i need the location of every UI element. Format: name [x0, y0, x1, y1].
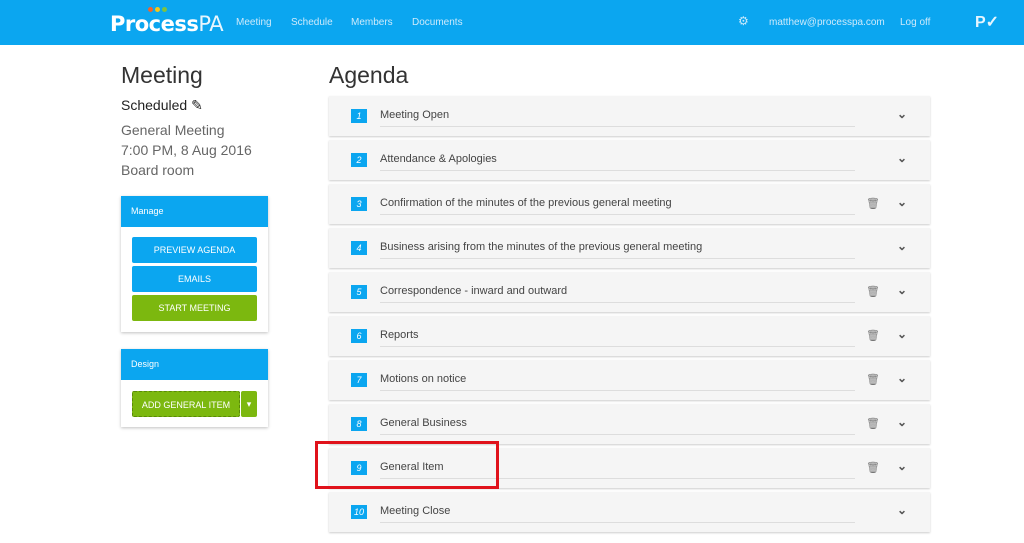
chevron-down-icon[interactable]: ⌄ — [897, 239, 908, 253]
chevron-down-icon[interactable]: ⌄ — [897, 327, 908, 341]
agenda-item[interactable]: 5 Correspondence - inward and outward 🗑 … — [329, 272, 930, 312]
item-label[interactable]: Motions on notice — [380, 373, 855, 391]
agenda-item[interactable]: 9 General Item 🗑 ⌄ — [329, 448, 930, 488]
design-title: Design — [121, 349, 268, 380]
trash-icon[interactable]: 🗑 — [866, 330, 880, 342]
meeting-info: Meeting Scheduled ✎ General Meeting 7:00… — [121, 62, 269, 180]
chevron-down-icon[interactable]: ⌄ — [897, 503, 908, 517]
item-label[interactable]: Confirmation of the minutes of the previ… — [380, 197, 855, 215]
chevron-down-icon[interactable]: ⌄ — [897, 151, 908, 165]
agenda-title: Agenda — [329, 62, 409, 88]
top-nav-bar: ProcessPA Meeting Schedule Members Docum… — [0, 0, 1024, 45]
logoff-link[interactable]: Log off — [900, 17, 931, 28]
item-number: 1 — [351, 109, 367, 123]
add-item-dropdown-caret-icon[interactable]: ▾ — [241, 391, 257, 417]
item-number: 5 — [351, 285, 367, 299]
logo-suffix: PA — [198, 12, 224, 36]
item-number: 4 — [351, 241, 367, 255]
agenda-item[interactable]: 3 Confirmation of the minutes of the pre… — [329, 184, 930, 224]
agenda-item[interactable]: 6 Reports 🗑 ⌄ — [329, 316, 930, 356]
nav-members[interactable]: Members — [351, 17, 393, 28]
item-number: 2 — [351, 153, 367, 167]
trash-icon[interactable]: 🗑 — [866, 418, 880, 430]
item-number: 9 — [351, 461, 367, 475]
chevron-down-icon[interactable]: ⌄ — [897, 459, 908, 473]
logo-dots — [148, 7, 167, 12]
meeting-type: General Meeting — [121, 122, 225, 138]
item-label[interactable]: Correspondence - inward and outward — [380, 285, 855, 303]
nav-meeting[interactable]: Meeting — [236, 17, 272, 28]
trash-icon[interactable]: 🗑 — [866, 374, 880, 386]
preview-agenda-button[interactable]: PREVIEW AGENDA — [132, 237, 257, 263]
edit-pencil-icon[interactable]: ✎ — [191, 97, 203, 113]
item-number: 7 — [351, 373, 367, 387]
page-title: Meeting — [121, 62, 203, 88]
item-number: 8 — [351, 417, 367, 431]
chevron-down-icon[interactable]: ⌄ — [897, 371, 908, 385]
chevron-down-icon[interactable]: ⌄ — [897, 195, 908, 209]
save-check-icon[interactable]: P✓ — [975, 14, 1000, 31]
item-label[interactable]: Reports — [380, 329, 855, 347]
item-label[interactable]: Meeting Close — [380, 505, 855, 523]
meeting-datetime: 7:00 PM, 8 Aug 2016 — [121, 142, 252, 158]
item-number: 3 — [351, 197, 367, 211]
chevron-down-icon[interactable]: ⌄ — [897, 107, 908, 121]
agenda-item[interactable]: 1 Meeting Open ⌄ — [329, 96, 930, 136]
item-number: 10 — [351, 505, 367, 519]
highlight-box — [315, 441, 499, 489]
user-email[interactable]: matthew@processpa.com — [769, 17, 885, 28]
agenda-item[interactable]: 8 General Business 🗑 ⌄ — [329, 404, 930, 444]
agenda-item[interactable]: 10 Meeting Close ⌄ — [329, 492, 930, 532]
start-meeting-button[interactable]: START MEETING — [132, 295, 257, 321]
trash-icon[interactable]: 🗑 — [866, 286, 880, 298]
meeting-status: Scheduled — [121, 97, 188, 113]
meeting-location: Board room — [121, 162, 195, 178]
manage-panel: Manage PREVIEW AGENDA EMAILS START MEETI… — [121, 196, 268, 332]
status-row: Scheduled ✎ — [121, 97, 269, 114]
agenda-item[interactable]: 7 Motions on notice 🗑 ⌄ — [329, 360, 930, 400]
item-label[interactable]: General Business — [380, 417, 855, 435]
agenda-item[interactable]: 2 Attendance & Apologies ⌄ — [329, 140, 930, 180]
design-panel: Design ADD GENERAL ITEM ▾ — [121, 349, 268, 427]
nav-documents[interactable]: Documents — [412, 17, 463, 28]
manage-title: Manage — [121, 196, 268, 227]
logo[interactable]: ProcessPA — [110, 12, 224, 36]
nav-schedule[interactable]: Schedule — [291, 17, 333, 28]
chevron-down-icon[interactable]: ⌄ — [897, 415, 908, 429]
item-label[interactable]: General Item — [380, 461, 855, 479]
trash-icon[interactable]: 🗑 — [866, 198, 880, 210]
agenda-item[interactable]: 4 Business arising from the minutes of t… — [329, 228, 930, 268]
item-label[interactable]: Meeting Open — [380, 109, 855, 127]
logo-main: Process — [110, 12, 199, 36]
trash-icon[interactable]: 🗑 — [866, 462, 880, 474]
emails-button[interactable]: EMAILS — [132, 266, 257, 292]
gear-icon[interactable]: ⚙ — [738, 14, 749, 28]
chevron-down-icon[interactable]: ⌄ — [897, 283, 908, 297]
add-general-item-button[interactable]: ADD GENERAL ITEM — [132, 391, 240, 417]
item-label[interactable]: Business arising from the minutes of the… — [380, 241, 855, 259]
item-number: 6 — [351, 329, 367, 343]
item-label[interactable]: Attendance & Apologies — [380, 153, 855, 171]
